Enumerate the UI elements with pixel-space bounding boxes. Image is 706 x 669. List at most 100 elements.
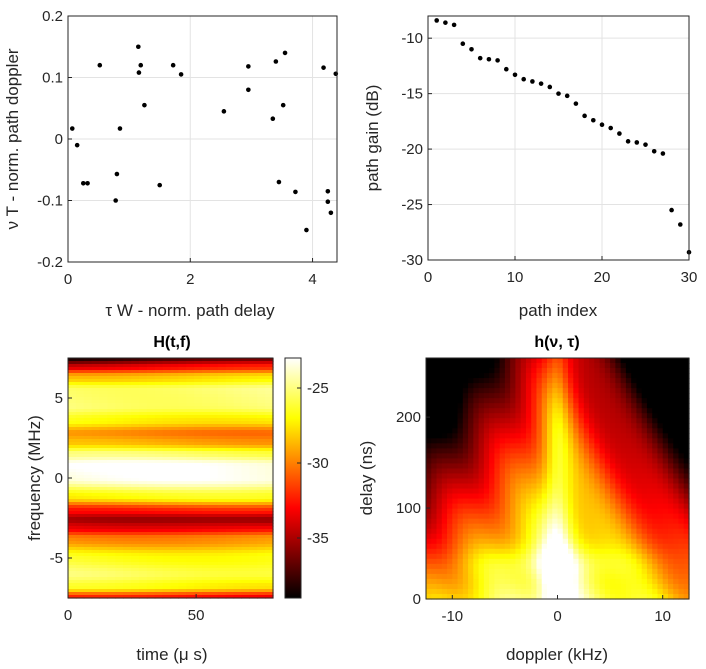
heatmap-cell [146,427,156,431]
heatmap-cell [107,553,116,557]
heatmap-cell [678,373,685,379]
heatmap-cell [604,448,611,454]
heatmap-cell [578,403,585,409]
heatmap-cell [257,589,266,593]
heatmap-cell [123,430,132,434]
data-point [280,102,286,108]
heatmap-cell [646,578,653,585]
heatmap-cell [515,593,522,600]
heatmap-cell [452,548,459,555]
heatmap-cell [525,443,532,449]
heatmap-cell [599,593,606,600]
heatmap-cell [667,403,674,409]
heatmap-cell [536,458,543,465]
heatmap-cell [594,453,601,460]
heatmap-cell [83,400,93,404]
heatmap-cell [557,578,564,585]
heatmap-cell [131,499,140,503]
heatmap-cell [178,421,187,425]
heatmap-cell [452,413,459,419]
heatmap-cell [436,473,443,480]
heatmap-cell [657,558,664,565]
heatmap-cell [431,488,438,495]
heatmap-cell [233,451,243,455]
heatmap-cell [178,514,187,518]
data-point [270,116,276,122]
heatmap-cell [146,574,156,578]
heatmap-cell [646,493,653,500]
heatmap-cell [483,503,490,510]
heatmap-cell [91,448,101,452]
heatmap-cell [170,502,179,506]
heatmap-cell [202,406,211,410]
heatmap-cell [265,589,274,593]
heatmap-cell [625,418,632,424]
heatmap-cell [225,364,235,368]
heatmap-cell [620,403,627,409]
heatmap-cell [194,445,203,449]
heatmap-cell [494,418,501,424]
heatmap-cell [683,553,690,560]
heatmap-cell [217,592,227,596]
heatmap-cell [562,573,569,580]
heatmap-cell [499,498,506,505]
heatmap-cell [489,493,495,500]
heatmap-cell [468,443,474,449]
heatmap-cell [426,513,432,520]
heatmap-cell [478,358,485,364]
heatmap-cell [138,499,148,503]
heatmap-cell [83,442,93,446]
heatmap-cell [568,583,574,590]
heatmap-cell [510,383,517,389]
heatmap-cell [178,388,187,392]
heatmap-cell [552,478,559,485]
heatmap-cell [657,453,664,460]
heatmap-cell [583,358,590,364]
heatmap-cell [552,508,559,515]
heatmap-cell [525,478,532,485]
heatmap-cell [583,468,590,475]
heatmap-cell [552,588,559,595]
heatmap-cell [68,412,77,416]
heatmap-cell [68,439,77,443]
heatmap-cell [583,473,590,480]
heatmap-cell [441,378,448,384]
heatmap-cell [504,368,511,374]
heatmap-cell [510,458,517,465]
heatmap-cell [578,413,585,419]
heatmap-cell [146,436,156,440]
heatmap-cell [194,427,203,431]
heatmap-cell [473,518,480,525]
heatmap-cell [641,358,648,364]
heatmap-cell [265,595,274,599]
heatmap-cell [178,376,187,380]
heatmap-cell [194,391,203,395]
heatmap-cell [99,370,109,374]
heatmap-cell [202,463,211,467]
heatmap-cell [194,496,203,500]
heatmap-cell [68,508,77,512]
heatmap-cell [170,475,179,479]
heatmap-cell [625,568,632,575]
heatmap-cell [652,468,659,475]
heatmap-cell [265,517,274,521]
x-tick-label: -10 [441,608,463,625]
heatmap-cell [578,498,585,505]
heatmap-cell [107,595,116,599]
heatmap-cell [583,578,590,585]
heatmap-cell [75,454,85,458]
heatmap-cell [673,418,680,424]
colorbar-gradient [284,357,302,599]
heatmap-cell [515,403,522,409]
heatmap-cell [123,379,132,383]
heatmap-cell [154,547,164,551]
heatmap-cell [170,580,179,584]
heatmap-cell [573,413,580,419]
data-point [660,151,666,156]
heatmap-cell [178,430,187,434]
heatmap-cell [525,398,532,404]
heatmap-cell [162,541,172,545]
heatmap-cell [531,498,538,505]
heatmap-cell [625,458,632,465]
heatmap-cell [162,595,172,599]
